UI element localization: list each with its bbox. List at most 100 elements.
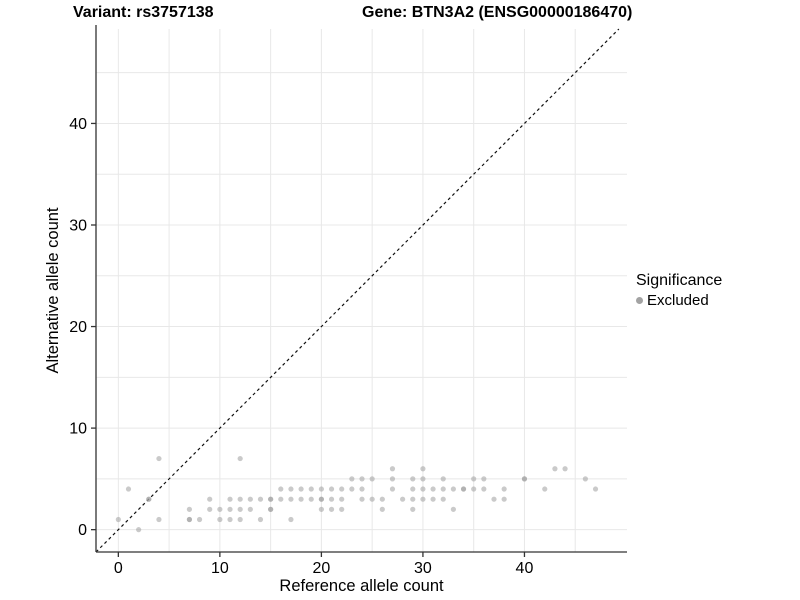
data-point	[501, 486, 507, 492]
data-point	[562, 466, 568, 472]
y-tick-label: 20	[69, 319, 87, 336]
data-point	[430, 486, 436, 492]
data-point	[552, 466, 558, 472]
data-point	[318, 506, 324, 512]
data-point	[379, 506, 385, 512]
data-point	[410, 496, 416, 502]
data-point	[247, 496, 253, 502]
data-point	[298, 486, 304, 492]
data-point	[420, 476, 426, 482]
data-point	[339, 486, 345, 492]
data-point	[308, 486, 314, 492]
gridlines	[96, 29, 627, 552]
axes: 0 10 20 30 40 0 10 20 30 40	[69, 25, 627, 577]
x-axis-label: Reference allele count	[279, 577, 444, 595]
data-point	[339, 496, 345, 502]
data-point	[308, 496, 314, 502]
y-tick-label: 10	[69, 421, 87, 438]
x-tick-label: 40	[516, 560, 534, 577]
data-point	[328, 496, 335, 502]
data-point	[237, 506, 243, 512]
data-point	[247, 506, 253, 512]
data-point	[359, 486, 365, 492]
identity-line	[95, 28, 620, 553]
data-point-overplot	[318, 496, 324, 502]
data-point	[278, 496, 284, 502]
data-point	[156, 455, 162, 462]
data-point	[237, 496, 243, 502]
data-point	[582, 476, 588, 482]
legend: Significance Excluded	[636, 271, 722, 309]
data-points	[115, 455, 599, 533]
data-point	[410, 486, 416, 492]
data-point	[440, 476, 446, 482]
data-point	[237, 516, 243, 523]
data-point	[389, 486, 396, 492]
data-point	[592, 486, 599, 492]
data-point	[440, 496, 446, 502]
x-tick-label: 0	[114, 560, 123, 577]
x-tick-label: 30	[414, 560, 432, 577]
legend-item-excluded: Excluded	[636, 292, 722, 309]
data-point	[227, 516, 233, 523]
data-point	[227, 506, 233, 512]
data-point	[237, 455, 243, 462]
data-point	[136, 527, 142, 533]
y-axis-label: Alternative allele count	[44, 207, 62, 373]
data-point	[288, 516, 294, 523]
data-point	[227, 496, 233, 502]
data-point	[369, 496, 375, 502]
data-point	[450, 486, 456, 492]
data-point	[379, 496, 385, 502]
data-point	[217, 516, 223, 523]
data-point	[125, 486, 132, 492]
data-point	[298, 496, 304, 502]
data-point	[207, 496, 213, 502]
data-point	[471, 476, 477, 482]
data-point	[318, 486, 324, 492]
identity-dashed-line	[95, 28, 620, 553]
data-point	[450, 506, 456, 512]
data-point	[359, 476, 365, 482]
data-point	[420, 486, 426, 492]
data-point	[481, 476, 487, 482]
legend-title: Significance	[636, 272, 723, 289]
data-point	[430, 496, 436, 502]
data-point	[257, 516, 264, 523]
data-point	[339, 506, 345, 512]
y-tick-label: 30	[69, 217, 87, 234]
data-point	[207, 506, 213, 512]
data-point	[491, 496, 497, 502]
data-point-overplot	[268, 506, 274, 512]
data-point	[471, 486, 477, 492]
data-point-overplot	[146, 496, 152, 502]
data-point	[420, 496, 426, 502]
y-tick-label: 0	[78, 522, 87, 539]
data-point	[410, 476, 416, 482]
data-point-overplot	[460, 486, 467, 492]
data-point	[115, 516, 121, 523]
x-tick-label: 10	[211, 560, 229, 577]
data-point	[288, 486, 294, 492]
data-point	[481, 486, 487, 492]
data-point	[217, 506, 223, 512]
data-point-overplot	[268, 496, 274, 502]
data-point	[278, 486, 284, 492]
x-tick-label: 20	[312, 560, 330, 577]
data-point	[410, 506, 416, 512]
data-point	[328, 506, 335, 512]
data-point	[389, 466, 396, 472]
legend-item-label: Excluded	[647, 292, 709, 309]
plot-title-gene: Gene: BTN3A2 (ENSG00000186470)	[362, 4, 633, 21]
data-point	[156, 516, 162, 523]
data-point	[328, 486, 335, 492]
data-point-overplot	[186, 516, 193, 523]
data-point	[359, 496, 365, 502]
data-point	[369, 476, 375, 482]
data-point	[349, 476, 355, 482]
data-point	[542, 486, 548, 492]
y-tick-label: 40	[69, 116, 87, 133]
data-point	[501, 496, 507, 502]
